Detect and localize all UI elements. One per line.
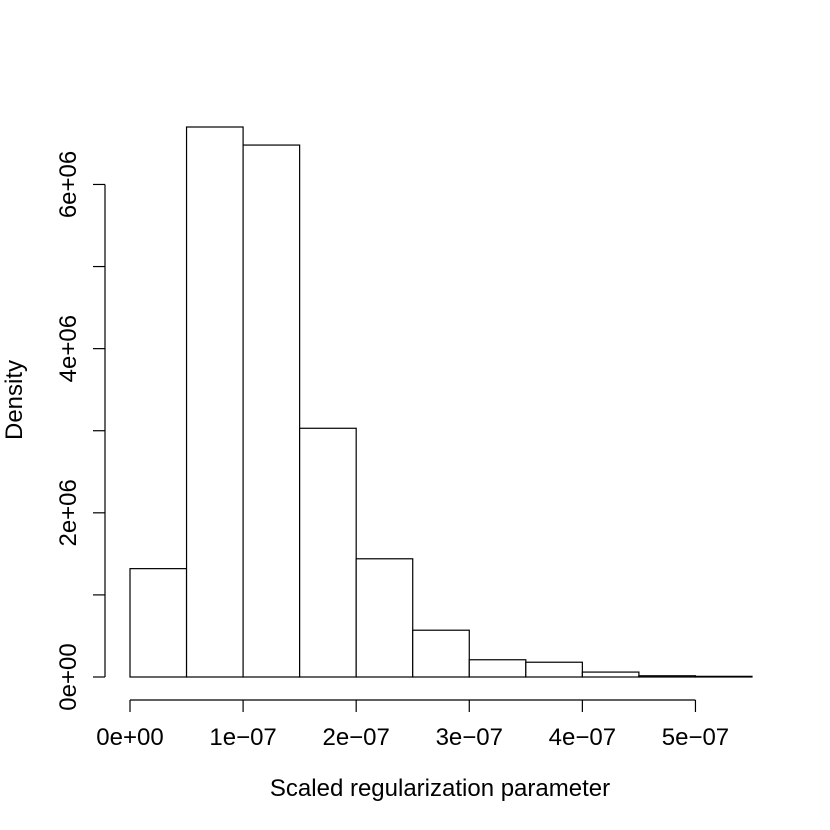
x-tick-label: 0e+00 — [96, 724, 163, 751]
histogram-bars — [129, 126, 753, 678]
x-tick-label: 3e−07 — [436, 724, 503, 751]
x-axis: 0e+00 1e−07 2e−07 3e−07 4e−07 5e−07 — [96, 699, 729, 751]
x-tick-label: 4e−07 — [549, 724, 616, 751]
histogram-bar — [638, 675, 697, 678]
x-tick-label: 2e−07 — [322, 724, 389, 751]
histogram-bar — [468, 659, 527, 678]
x-axis-title: Scaled regularization parameter — [270, 775, 610, 802]
histogram-bar — [694, 675, 753, 678]
histogram-bar — [525, 661, 583, 678]
y-tick-label: 4e+06 — [55, 315, 82, 382]
y-tick-label: 2e+06 — [55, 479, 82, 546]
histogram-bar — [581, 671, 640, 678]
histogram-bar — [129, 568, 188, 678]
y-tick-label: 0e+00 — [55, 643, 82, 710]
histogram-bar — [185, 126, 244, 678]
histogram-bar — [242, 144, 301, 678]
y-axis-title: Density — [1, 360, 28, 440]
y-tick-label: 6e+06 — [55, 151, 82, 218]
x-tick-label: 5e−07 — [662, 724, 729, 751]
histogram-bar — [412, 629, 470, 678]
y-axis: 0e+00 2e+06 4e+06 6e+06 — [55, 151, 106, 711]
histogram-bar — [299, 427, 357, 678]
histogram-bar — [355, 558, 414, 678]
x-tick-label: 1e−07 — [209, 724, 276, 751]
